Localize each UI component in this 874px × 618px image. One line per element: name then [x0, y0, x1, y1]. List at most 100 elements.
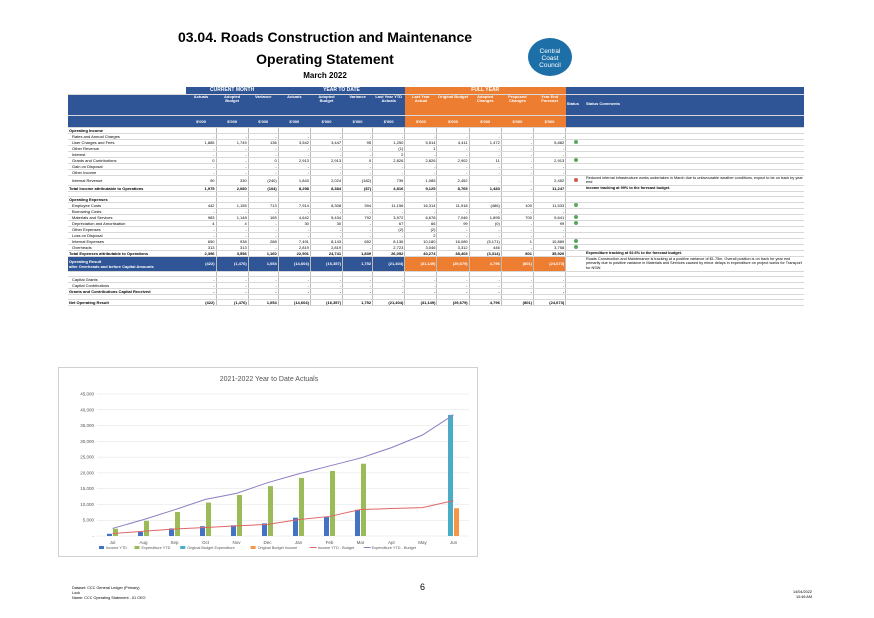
value-cell: -: [469, 151, 502, 158]
status-comment: Roads Construction and Maintenance is tr…: [584, 256, 804, 272]
row-label: Other Expenses: [68, 226, 186, 233]
value-cell: [216, 127, 249, 134]
status-comment: Expenditure tracking at 92.6% to the for…: [584, 250, 804, 257]
value-cell: (16,357): [310, 256, 344, 272]
x-tick-label: Mar: [357, 540, 365, 545]
status-cell: [565, 202, 585, 209]
row-label: Operating Expenses: [68, 196, 186, 203]
value-cell: [372, 271, 406, 277]
value-cell: -: [186, 226, 217, 233]
value-cell: -: [372, 169, 406, 176]
value-cell: 1,975: [186, 184, 217, 192]
value-cell: 652: [342, 238, 374, 245]
value-cell: -: [404, 133, 438, 140]
column-header: Original Budget: [436, 94, 470, 116]
value-cell: -: [310, 208, 344, 215]
value-cell: [216, 294, 249, 300]
row-label: Borrowing Costs: [68, 208, 186, 215]
table-row: Materials and Services 983 1,148 165 4,642 5,…: [68, 214, 804, 221]
value-cell: 8,136: [372, 238, 406, 245]
table-row: Employee Costs 442 1,155 713 7,914 8,308 394 11…: [68, 202, 804, 209]
value-cell: -: [404, 208, 438, 215]
status-cell: [565, 250, 585, 257]
status-comment: [584, 294, 804, 300]
status-cell: [565, 238, 585, 245]
value-cell: -: [501, 151, 534, 158]
value-cell: 2,913: [533, 157, 567, 164]
value-cell: 165: [248, 214, 279, 221]
bar-original-budget-expenditure: [448, 414, 453, 536]
value-cell: 1,085: [404, 175, 438, 186]
value-cell: 99: [436, 220, 470, 227]
value-cell: 3,542: [278, 139, 311, 146]
value-cell: -: [533, 163, 567, 170]
value-cell: -: [533, 169, 567, 176]
value-cell: 9,641: [533, 214, 567, 221]
unit-header: $'000: [469, 115, 502, 128]
header-spacer: [68, 87, 186, 95]
status-cell: [565, 299, 585, 306]
value-cell: [469, 294, 502, 300]
value-cell: -: [469, 169, 502, 176]
unit-header: $'000: [404, 115, 437, 128]
value-cell: [436, 294, 470, 300]
value-cell: -: [469, 145, 502, 152]
row-label: Other Income: [68, 169, 186, 176]
value-cell: 2,913: [310, 157, 344, 164]
value-cell: 1,160: [248, 249, 279, 257]
value-cell: 8,308: [310, 202, 344, 209]
value-cell: -: [436, 169, 470, 176]
value-cell: 3,447: [310, 139, 344, 146]
value-cell: [278, 294, 311, 300]
status-green-icon: [573, 214, 578, 219]
value-cell: [372, 191, 406, 197]
value-cell: -: [372, 208, 406, 215]
value-cell: -: [404, 169, 438, 176]
value-cell: (801): [501, 256, 534, 272]
y-tick-label: 15,000: [80, 486, 94, 491]
status-comment: [584, 288, 804, 295]
value-cell: 1,752: [342, 298, 374, 306]
status-green-icon: [573, 220, 578, 225]
value-cell: (29,679): [436, 256, 470, 272]
value-cell: -: [278, 133, 311, 140]
x-tick-label: Jul: [110, 540, 116, 545]
value-cell: -: [372, 163, 406, 170]
x-tick-label: Dec: [263, 540, 272, 545]
value-cell: (422): [186, 298, 217, 306]
value-cell: [469, 271, 502, 277]
value-cell: 5,882: [533, 139, 567, 146]
value-cell: [533, 196, 567, 203]
value-cell: 16,314: [404, 202, 438, 209]
status-comment: [584, 220, 804, 227]
table-row: Other Income - - - - - - - - - - - -: [68, 169, 804, 176]
row-label: [68, 191, 186, 197]
value-cell: -: [216, 226, 249, 233]
value-cell: [501, 294, 534, 300]
value-cell: 5,434: [310, 214, 344, 221]
table-row: Total Expenses attributable to Operation…: [68, 249, 804, 257]
footer-line: Name: CCC Operating Statement - 01 CEO: [72, 596, 146, 600]
unit-header: $'000: [501, 115, 534, 128]
table-row: [68, 271, 804, 277]
value-cell: -: [248, 276, 279, 283]
status-cell: [565, 220, 585, 227]
ytd-chart: 2021-2022 Year to Date Actuals - 5,000 10,0…: [58, 367, 478, 557]
status-green-icon: [573, 139, 578, 144]
y-tick-label: 30,000: [80, 439, 94, 444]
x-tick-label: May: [418, 540, 427, 545]
status-red-icon: [573, 177, 578, 182]
value-cell: -: [436, 133, 470, 140]
legend-label: Income YTD: [106, 546, 127, 550]
row-label-line: after Overheads and before Capital Amoun…: [69, 263, 154, 269]
bar-income-ytd: [324, 517, 329, 536]
value-cell: -: [436, 163, 470, 170]
value-cell: -: [248, 220, 279, 227]
value-cell: [342, 196, 374, 203]
value-cell: -: [248, 151, 279, 158]
bar-income-ytd: [262, 523, 267, 536]
status-cell: [565, 157, 585, 164]
value-cell: -: [186, 169, 217, 176]
status-cell: [565, 276, 585, 283]
row-label: User Charges and Fees: [68, 139, 186, 146]
